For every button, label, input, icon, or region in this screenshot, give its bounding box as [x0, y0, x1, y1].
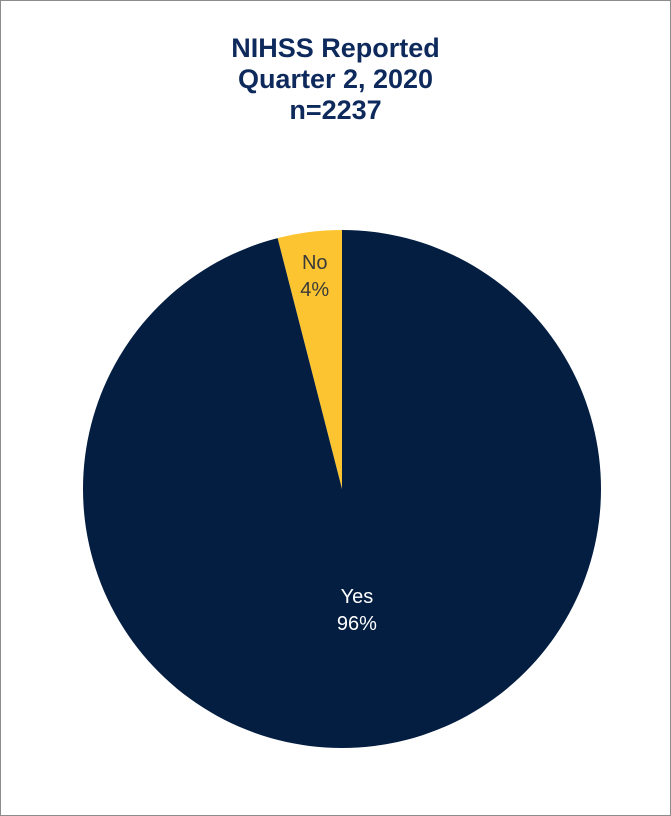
chart-title: NIHSS Reported Quarter 2, 2020 n=2237 — [0, 33, 671, 126]
chart-title-line-3: n=2237 — [289, 95, 382, 125]
pie-label-yes: Yes — [341, 586, 374, 608]
pie-value-no: 4% — [300, 279, 329, 301]
pie-slice-yes — [83, 230, 602, 749]
chart-title-line-2: Quarter 2, 2020 — [237, 64, 434, 94]
pie-slices — [83, 230, 602, 749]
pie-label-no: No — [302, 252, 328, 274]
pie-labels: No 4% Yes 96% — [300, 252, 377, 635]
pie-slice-no — [277, 230, 342, 489]
chart-title-line-1: NIHSS Reported — [231, 33, 440, 63]
pie-value-yes: 96% — [337, 613, 377, 635]
